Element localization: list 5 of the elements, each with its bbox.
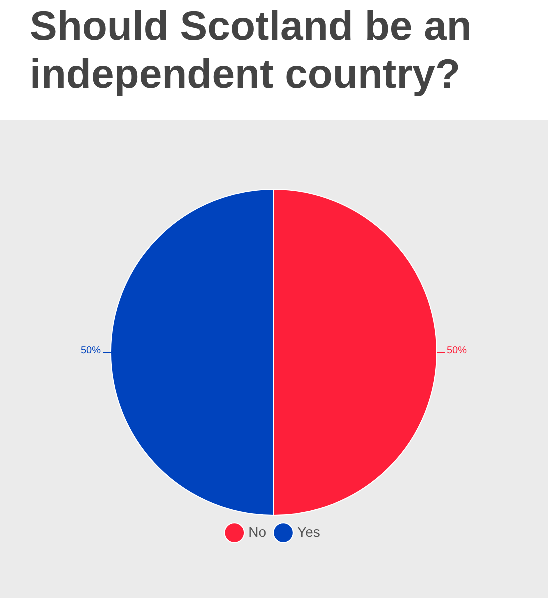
- legend-label: No: [248, 524, 267, 540]
- data-label: 50%: [447, 345, 468, 356]
- legend-label: Yes: [298, 524, 320, 540]
- chart-title: Should Scotland be an independent country?: [29, 2, 473, 99]
- data-label: 50%: [80, 345, 102, 356]
